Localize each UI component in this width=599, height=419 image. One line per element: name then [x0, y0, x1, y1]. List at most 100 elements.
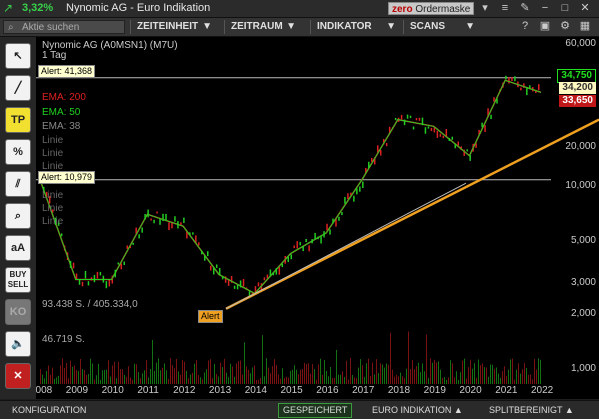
- zeiteinheit-dropdown[interactable]: ZEITEINHEIT ▼: [130, 20, 214, 34]
- currency-dropdown[interactable]: EURO INDIKATION ▲: [372, 405, 463, 415]
- alert-top-tag[interactable]: Alert: 41,368: [38, 65, 96, 78]
- zoom-button[interactable]: ⌕: [5, 203, 31, 229]
- alert-mid-tag[interactable]: Alert: 10,979: [38, 171, 96, 184]
- volume-bar: [76, 370, 77, 384]
- candle: [204, 255, 206, 261]
- crosshair-cursor-button[interactable]: ↖: [5, 43, 31, 69]
- adjustment-dropdown[interactable]: SPLITBEREINIGT ▲: [489, 405, 574, 415]
- chart-icon[interactable]: ≡: [501, 2, 509, 14]
- candle: [257, 282, 260, 287]
- volume-bar: [222, 367, 223, 384]
- volume-bar: [504, 366, 505, 384]
- line-tool-button[interactable]: ╱: [5, 75, 31, 101]
- volume-bar: [264, 376, 265, 384]
- candle: [51, 209, 54, 213]
- volume-bar: [460, 372, 461, 384]
- volume-bar: [458, 379, 459, 384]
- candle: [508, 77, 510, 84]
- candle: [388, 126, 391, 135]
- ko-button[interactable]: KO: [5, 299, 31, 325]
- price-tag-ema200: 33,650: [559, 95, 596, 107]
- volume-bar: [290, 370, 291, 384]
- volume-bar: [362, 365, 363, 384]
- candle: [275, 267, 278, 275]
- line-icon: ╱: [14, 82, 22, 94]
- candle: [239, 280, 242, 288]
- volume-bar: [152, 339, 153, 384]
- candle: [299, 242, 301, 246]
- volume-bar: [114, 361, 115, 384]
- toolbar: ⌕ Aktie suchen ZEITEINHEIT ▼ ZEITRAUM ▼ IN…: [0, 18, 599, 37]
- close-icon[interactable]: ✕: [580, 2, 590, 14]
- volume-label-1: 93.438 S. / 405.334,0: [42, 299, 138, 310]
- grid-icon[interactable]: ▦: [579, 20, 591, 32]
- indikator-dropdown[interactable]: INDIKATOR ▼: [310, 20, 398, 34]
- candle: [445, 129, 448, 137]
- candle: [120, 263, 123, 270]
- candle: [523, 83, 525, 88]
- volume-bar: [250, 373, 251, 384]
- candle: [493, 97, 495, 102]
- channel-tool-button[interactable]: ⫽: [5, 171, 31, 197]
- saved-badge: GESPEICHERT: [278, 403, 353, 418]
- magnifier-icon: ⌕: [14, 210, 22, 222]
- notes-icon[interactable]: ✎: [520, 2, 530, 14]
- alert-trendline-tag[interactable]: Alert: [198, 310, 223, 323]
- volume-bar: [528, 374, 529, 384]
- volume-bar: [58, 375, 59, 384]
- percent-button[interactable]: %: [5, 139, 31, 165]
- volume-bar: [454, 377, 455, 384]
- volume-bar: [234, 376, 235, 384]
- volume-bar: [284, 378, 285, 384]
- zeitraum-dropdown[interactable]: ZEITRAUM ▼: [224, 20, 298, 34]
- volume-bar: [406, 368, 407, 384]
- candle: [72, 262, 75, 269]
- volume-bar: [296, 369, 297, 384]
- search-input[interactable]: ⌕ Aktie suchen: [3, 20, 125, 34]
- volume-bar: [358, 367, 359, 384]
- candle: [198, 242, 200, 246]
- sound-button[interactable]: 🔈: [5, 331, 31, 357]
- volume-bar: [120, 369, 121, 384]
- zero-ordermaske-button[interactable]: zero Ordermaske: [388, 2, 474, 15]
- volume-bar: [94, 379, 95, 384]
- candle: [218, 267, 221, 276]
- candle: [421, 117, 424, 126]
- volume-bar: [384, 367, 385, 384]
- layout-icon[interactable]: ▣: [539, 20, 551, 32]
- volume-bar: [42, 374, 43, 384]
- konfiguration-button[interactable]: KONFIGURATION: [12, 405, 87, 415]
- candle: [442, 135, 445, 139]
- text-tool-button[interactable]: aA: [5, 235, 31, 261]
- minimize-icon[interactable]: −: [541, 2, 549, 14]
- volume-bar: [474, 363, 475, 384]
- volume-bar: [220, 362, 221, 384]
- maximize-icon[interactable]: □: [561, 2, 569, 14]
- volume-bar: [476, 377, 477, 384]
- volume-bar: [520, 373, 521, 384]
- candle: [123, 261, 125, 266]
- buy-sell-button[interactable]: BUY SELL: [5, 267, 31, 293]
- chevron-icon[interactable]: ▾: [482, 2, 488, 14]
- window-title: Nynomic AG - Euro Indikation: [66, 2, 211, 14]
- volume-bar: [482, 363, 483, 384]
- candle: [150, 218, 152, 221]
- tp-button[interactable]: TP: [5, 107, 31, 133]
- ema50-line: [39, 79, 542, 295]
- x-tick: 2013: [208, 385, 232, 396]
- delete-button[interactable]: ✕: [5, 363, 31, 389]
- candle: [338, 216, 340, 221]
- volume-bar: [464, 358, 465, 384]
- volume-bar: [364, 377, 365, 384]
- settings-icon[interactable]: ⚙: [560, 20, 570, 32]
- volume-bar: [318, 364, 319, 384]
- volume-bar: [208, 360, 209, 384]
- help-icon[interactable]: ?: [521, 20, 529, 32]
- volume-bar: [488, 376, 489, 384]
- price-chart[interactable]: Nynomic AG (A0MSN1) (M7U) 1 Tag Alert: 4…: [36, 37, 599, 399]
- x-tick: 2021: [495, 385, 518, 396]
- x-tick: 2022: [531, 385, 554, 396]
- volume-bar: [266, 358, 267, 384]
- candle: [248, 291, 251, 298]
- scans-dropdown[interactable]: SCANS ▼: [403, 20, 477, 34]
